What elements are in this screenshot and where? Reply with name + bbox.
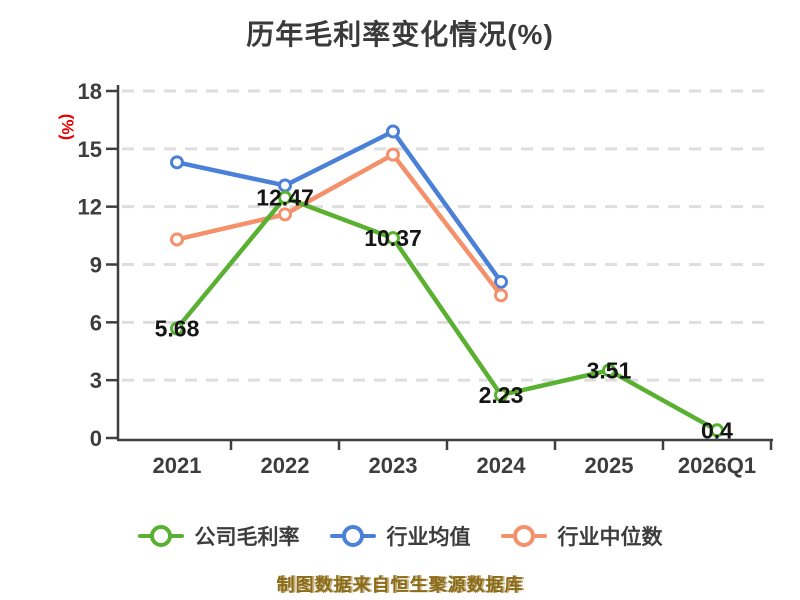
legend-marker-icon bbox=[500, 524, 547, 548]
svg-text:2025: 2025 bbox=[585, 453, 634, 478]
x-axis-tick-labels: 2021 2022 2023 2024 2025 2026Q1 bbox=[153, 453, 757, 478]
data-point-industry-median bbox=[170, 232, 184, 247]
legend-item-industry-median: 行业中位数 bbox=[500, 521, 663, 551]
data-point-industry-median bbox=[494, 288, 508, 303]
chart-legend: 公司毛利率 行业均值 行业中位数 bbox=[0, 521, 800, 551]
y-axis-tick-labels: 0 3 6 9 12 15 18 bbox=[78, 79, 102, 451]
data-point-industry-average bbox=[170, 155, 184, 170]
data-point-company-gross-margin bbox=[602, 363, 616, 378]
data-point-company-gross-margin bbox=[710, 423, 724, 438]
data-point-industry-average bbox=[494, 274, 508, 289]
data-point-company-gross-margin bbox=[278, 190, 292, 205]
svg-text:3: 3 bbox=[90, 368, 102, 393]
svg-text:18: 18 bbox=[78, 79, 102, 104]
data-point-labels: 5.68 12.47 10.37 2.23 3.51 0.4 bbox=[155, 185, 734, 444]
axes bbox=[106, 85, 773, 450]
svg-text:2026Q1: 2026Q1 bbox=[678, 453, 756, 478]
series-company-gross-margin bbox=[170, 190, 724, 438]
legend-label: 行业均值 bbox=[386, 526, 471, 549]
data-point-industry-median bbox=[278, 207, 292, 222]
svg-text:0.4: 0.4 bbox=[701, 417, 733, 443]
svg-text:6: 6 bbox=[90, 310, 102, 335]
legend-item-industry-average: 行业均值 bbox=[329, 521, 471, 551]
svg-text:2.23: 2.23 bbox=[479, 382, 524, 408]
series-industry-median bbox=[170, 147, 508, 303]
svg-text:5.68: 5.68 bbox=[155, 316, 200, 342]
svg-text:15: 15 bbox=[78, 137, 102, 162]
y-axis-unit-label: (%) bbox=[58, 114, 77, 140]
svg-text:3.51: 3.51 bbox=[587, 357, 632, 383]
data-point-industry-median bbox=[386, 147, 400, 162]
data-point-company-gross-margin bbox=[170, 321, 184, 336]
svg-text:2024: 2024 bbox=[477, 453, 527, 478]
legend-marker-icon bbox=[137, 524, 184, 548]
svg-text:10.37: 10.37 bbox=[364, 225, 422, 251]
legend-label: 公司毛利率 bbox=[194, 526, 300, 549]
legend-item-company-gross-margin: 公司毛利率 bbox=[137, 521, 300, 551]
data-point-company-gross-margin bbox=[386, 231, 400, 246]
svg-text:2023: 2023 bbox=[369, 453, 418, 478]
svg-text:12: 12 bbox=[78, 195, 102, 220]
svg-text:2022: 2022 bbox=[261, 453, 310, 478]
svg-text:2021: 2021 bbox=[153, 453, 202, 478]
svg-text:12.47: 12.47 bbox=[256, 185, 314, 211]
data-source-note: 制图数据来自恒生聚源数据库 bbox=[276, 575, 524, 595]
svg-text:9: 9 bbox=[90, 253, 102, 278]
data-point-industry-average bbox=[386, 124, 400, 139]
svg-text:0: 0 bbox=[90, 426, 102, 451]
data-point-company-gross-margin bbox=[494, 388, 508, 403]
legend-label: 行业中位数 bbox=[557, 526, 663, 549]
chart-title: 历年毛利率变化情况(%) bbox=[246, 19, 554, 50]
legend-marker-icon bbox=[329, 524, 376, 548]
gridlines bbox=[122, 89, 771, 382]
